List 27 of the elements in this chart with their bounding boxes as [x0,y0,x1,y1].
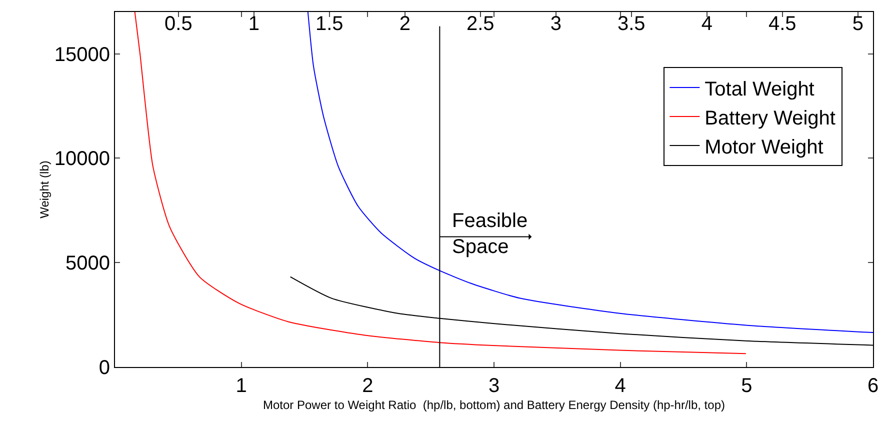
x2-tick-label: 3.5 [618,13,646,35]
x2-tick-label: 2 [399,13,410,35]
x-tick-label: 3 [488,375,500,397]
x2-tick-label: 5 [852,13,864,35]
x2-tick-label: 4.5 [768,13,796,35]
y-tick-label: 15000 [54,44,110,66]
legend-label: Motor Weight [704,136,824,158]
x-tick-label: 5 [741,375,752,397]
x-tick-label: 4 [614,375,626,397]
line-series [307,12,873,334]
annotation: Feasible Space [452,210,528,258]
x2-tick-label: 0.5 [164,13,192,35]
legend-label: Battery Weight [704,107,836,130]
x2-tick-label: 2.5 [466,13,494,35]
y-axis-title: Weight (lb) [38,160,52,218]
legend-label: Total Weight [704,78,815,100]
x2-tick-label: 3 [550,13,562,35]
x-tick-label: 2 [362,375,374,397]
y-tick-label: 5000 [66,252,110,275]
y-tick-label: 10000 [54,148,110,170]
x2-tick-label: 4 [701,13,712,35]
y-tick-label: 0 [98,357,110,379]
x-tick-label: 6 [867,375,879,397]
x2-tick-label: 1.5 [316,13,344,35]
x2-tick-label: 1 [248,13,260,35]
x-axis-title: Motor Power to Weight Ratio (hp/lb, bottom) and Battery Energy Density (hp-hr/lb, top) [263,398,725,412]
x-tick-label: 1 [236,375,247,397]
